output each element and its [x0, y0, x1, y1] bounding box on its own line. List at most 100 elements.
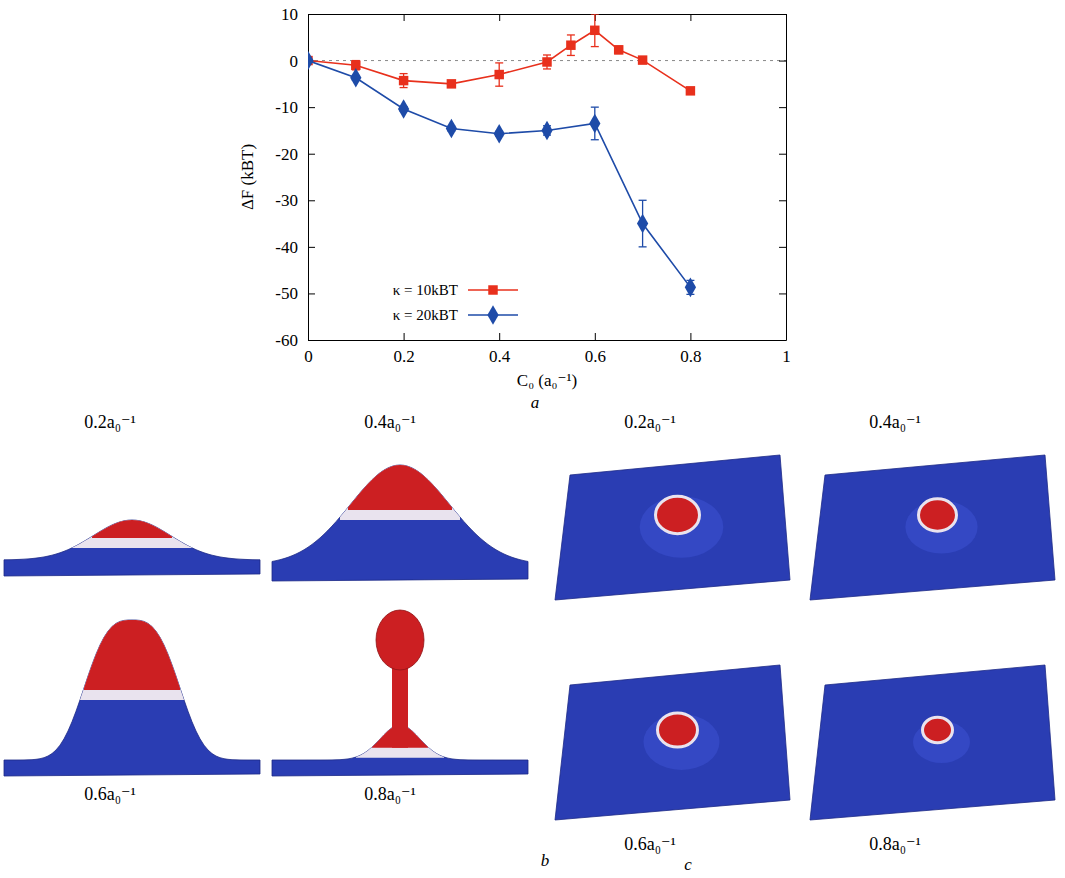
plot-marks	[308, 14, 696, 297]
tick-mark	[308, 200, 315, 201]
tick: -30	[275, 191, 315, 210]
marker	[541, 121, 552, 141]
tick-mark	[404, 14, 405, 21]
x-axis-title: C₀ (a₀⁻¹)	[517, 371, 577, 390]
protein-patch	[84, 620, 180, 690]
legend-swatch-marker	[488, 285, 497, 294]
membrane	[4, 520, 260, 576]
caption: 0.4a₀⁻¹	[364, 412, 416, 432]
marker	[399, 76, 408, 85]
tick-mark	[308, 14, 315, 15]
error-bar	[591, 14, 599, 47]
protein-bud	[376, 610, 424, 670]
protein-patch	[923, 717, 953, 743]
tick	[404, 14, 405, 21]
marker	[686, 86, 695, 95]
tick-mark	[308, 154, 315, 155]
error-bar	[543, 55, 551, 69]
tick-label: 0	[290, 52, 299, 71]
legend-entry: κ = 20kBT	[393, 305, 518, 325]
caption: 0.2a₀⁻¹	[84, 412, 136, 432]
marker	[638, 55, 647, 64]
legend-label: κ = 10kBT	[393, 282, 458, 298]
membrane	[810, 455, 1055, 600]
tick-label: -10	[275, 98, 298, 117]
protein-boundary	[340, 465, 460, 520]
membrane	[555, 665, 790, 820]
marker	[308, 51, 314, 71]
legend-entry: κ = 10kBT	[393, 282, 518, 298]
marker	[446, 119, 457, 139]
tick-mark	[779, 61, 786, 62]
marker	[398, 99, 409, 119]
protein-patch	[92, 520, 172, 538]
series-line	[308, 61, 690, 288]
tick-label: 0.8	[680, 347, 701, 366]
marker	[542, 57, 551, 66]
error-bar-segment	[495, 86, 503, 87]
tick: 0.8	[680, 333, 701, 366]
tick-mark	[779, 340, 786, 341]
membrane	[4, 620, 260, 776]
tick-mark	[779, 154, 786, 155]
tick-mark	[779, 200, 786, 201]
tick-label: 0	[304, 347, 313, 366]
panel-label: a	[531, 393, 540, 412]
protein-patch	[658, 713, 698, 747]
tick	[779, 61, 786, 62]
error-bar-segment	[639, 200, 647, 201]
tick-mark	[690, 333, 691, 340]
yticks-axis	[779, 15, 787, 341]
tick-mark	[308, 293, 315, 294]
panel-b: 0.2a₀⁻¹0.4a₀⁻¹0.6a₀⁻¹0.8a₀⁻¹b	[4, 412, 549, 870]
tick	[779, 293, 786, 294]
legend: κ = 10kBT κ = 20kBT	[393, 282, 518, 325]
legend-label: κ = 20kBT	[393, 307, 458, 323]
tick-mark	[779, 107, 786, 108]
marker	[494, 70, 503, 79]
tick-mark	[308, 247, 315, 248]
tick	[779, 107, 786, 108]
axis-line	[309, 340, 787, 341]
tick-label: 10	[281, 5, 298, 24]
tick-mark	[690, 14, 691, 21]
xticks-axis	[309, 14, 787, 21]
tick: -60	[275, 331, 315, 350]
tick-mark	[779, 293, 786, 294]
tick	[779, 154, 786, 155]
axis-line	[309, 14, 787, 15]
tick	[779, 14, 786, 15]
caption: 0.8a₀⁻¹	[364, 784, 416, 804]
protein-boundary	[72, 520, 192, 548]
tick-mark	[308, 340, 315, 341]
error-bar-segment	[495, 62, 503, 63]
error-bar-segment	[567, 55, 575, 56]
caption: 0.8a₀⁻¹	[869, 834, 921, 854]
error-bar-segment	[543, 68, 551, 69]
panel-label: b	[541, 851, 550, 870]
tick	[690, 14, 691, 21]
error-bar-segment	[591, 46, 599, 47]
tick-mark	[404, 333, 405, 340]
tick: -10	[275, 98, 315, 117]
error-bar-segment	[591, 139, 599, 140]
tick-mark	[499, 14, 500, 21]
marker	[350, 68, 361, 88]
error-bar-segment	[591, 14, 599, 15]
tick: 0.4	[489, 333, 511, 366]
xticks-axis: 00.20.40.60.81	[304, 333, 791, 366]
tick	[499, 14, 500, 21]
error-bar-segment	[567, 34, 575, 35]
caption: 0.2a₀⁻¹	[624, 412, 676, 432]
tick-mark	[308, 107, 315, 108]
tick-mark	[499, 333, 500, 340]
tick: 0	[290, 52, 316, 71]
tick: 0.6	[585, 333, 606, 366]
protein-patch	[348, 465, 452, 510]
figure: 00.20.40.60.81-60-50-40-30-20-10010C₀ (a…	[0, 0, 1065, 878]
tick-mark	[779, 14, 786, 15]
bump-shading	[644, 714, 720, 770]
error-bar-segment	[591, 106, 599, 107]
tick	[779, 247, 786, 248]
tick-label: 1	[782, 347, 791, 366]
